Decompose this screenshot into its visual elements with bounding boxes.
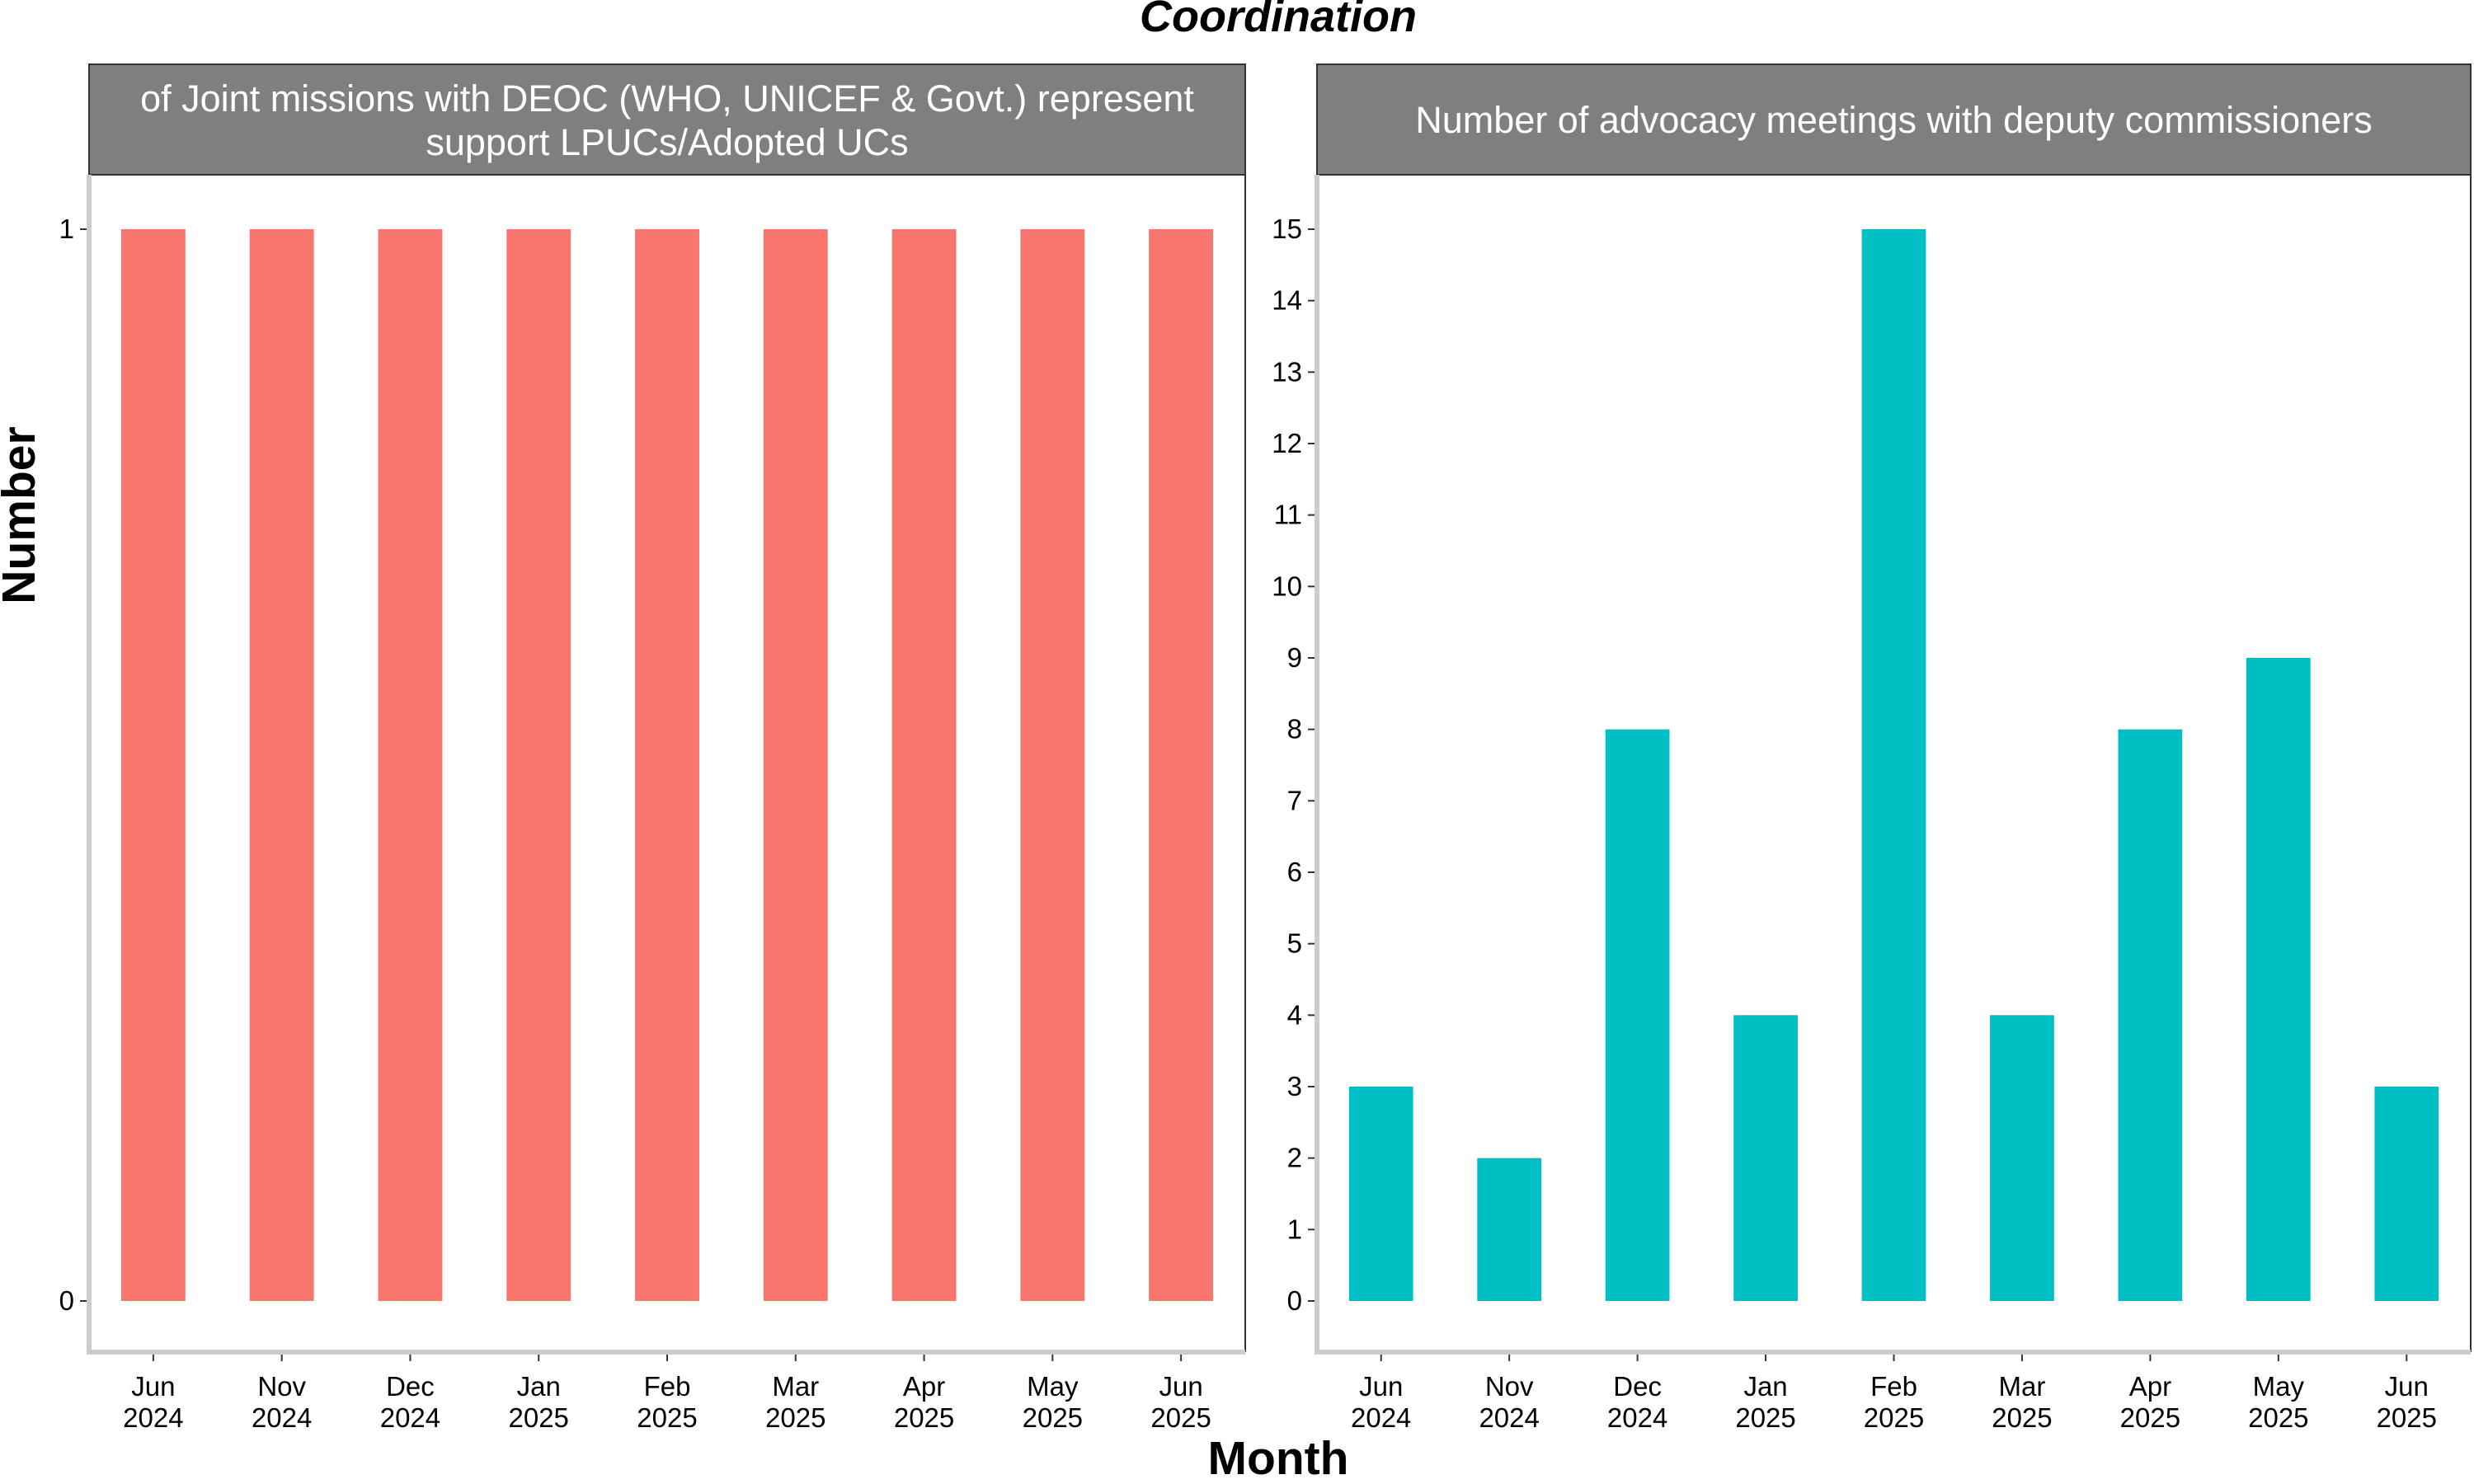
y-tick-label: 6 bbox=[1287, 857, 1302, 887]
x-tick-label: Mar 2025 bbox=[1992, 1371, 2052, 1433]
y-tick-label: 9 bbox=[1287, 642, 1302, 673]
y-tick-label: 14 bbox=[1272, 285, 1302, 316]
bar bbox=[1733, 1015, 1798, 1301]
bar bbox=[1477, 1158, 1542, 1301]
bar bbox=[763, 229, 828, 1301]
y-axis-title: Number bbox=[0, 426, 45, 603]
bar bbox=[120, 229, 186, 1301]
bar bbox=[2246, 658, 2311, 1301]
y-tick-label: 0 bbox=[59, 1285, 74, 1316]
x-tick-label: Jun 2025 bbox=[1150, 1371, 1211, 1433]
bar bbox=[635, 229, 699, 1301]
x-tick-label: Jun 2024 bbox=[1351, 1371, 1411, 1433]
x-tick-label: Jun 2025 bbox=[2377, 1371, 2437, 1433]
y-tick-label: 10 bbox=[1272, 571, 1302, 601]
y-tick-label: 5 bbox=[1287, 928, 1302, 959]
chart-title: Coordination bbox=[1140, 0, 1417, 41]
x-axis-title: Month bbox=[1208, 1432, 1349, 1484]
x-tick-label: Apr 2025 bbox=[2120, 1371, 2180, 1433]
y-tick-label: 0 bbox=[1287, 1285, 1302, 1316]
facet-title-line: of Joint missions with DEOC (WHO, UNICEF… bbox=[140, 77, 1194, 120]
chart-panels: of Joint missions with DEOC (WHO, UNICEF… bbox=[59, 63, 2472, 1433]
facet-strip bbox=[1316, 63, 2472, 176]
x-tick-label: Nov 2024 bbox=[1479, 1371, 1539, 1433]
facet-title-line: Number of advocacy meetings with deputy … bbox=[1415, 99, 2373, 141]
panel-1: of Joint missions with DEOC (WHO, UNICEF… bbox=[59, 63, 1246, 1433]
x-tick-label: Dec 2024 bbox=[380, 1371, 440, 1433]
bar bbox=[1861, 229, 1926, 1301]
x-tick-label: Jan 2025 bbox=[509, 1371, 569, 1433]
x-tick-label: Jan 2025 bbox=[1735, 1371, 1795, 1433]
x-tick-label: Mar 2025 bbox=[765, 1371, 825, 1433]
y-tick-label: 3 bbox=[1287, 1071, 1302, 1101]
x-tick-label: Feb 2025 bbox=[1864, 1371, 1924, 1433]
y-tick-label: 8 bbox=[1287, 714, 1302, 744]
x-tick-label: May 2025 bbox=[2248, 1371, 2308, 1433]
bar bbox=[1348, 1087, 1413, 1301]
y-tick-label: 1 bbox=[59, 214, 74, 244]
y-tick-label: 12 bbox=[1272, 428, 1302, 458]
y-tick-label: 2 bbox=[1287, 1143, 1302, 1173]
facet-strip bbox=[88, 63, 1246, 176]
x-tick-label: May 2025 bbox=[1023, 1371, 1083, 1433]
bar bbox=[1020, 229, 1085, 1301]
panel-2: Number of advocacy meetings with deputy … bbox=[1272, 63, 2472, 1433]
y-tick-label: 13 bbox=[1272, 356, 1302, 387]
bar bbox=[1990, 1015, 2054, 1301]
x-tick-label: Feb 2025 bbox=[637, 1371, 697, 1433]
x-tick-label: Jun 2024 bbox=[123, 1371, 183, 1433]
bar bbox=[2374, 1087, 2439, 1301]
y-tick-label: 15 bbox=[1272, 214, 1302, 244]
x-tick-label: Nov 2024 bbox=[252, 1371, 312, 1433]
y-tick-label: 4 bbox=[1287, 999, 1302, 1030]
x-tick-label: Apr 2025 bbox=[894, 1371, 954, 1433]
bar bbox=[378, 229, 443, 1301]
y-tick-label: 7 bbox=[1287, 785, 1302, 815]
y-tick-label: 11 bbox=[1274, 500, 1302, 530]
bar bbox=[506, 229, 571, 1301]
facet-title-line: support LPUCs/Adopted UCs bbox=[426, 121, 908, 163]
x-tick-label: Dec 2024 bbox=[1607, 1371, 1667, 1433]
bar bbox=[2118, 729, 2183, 1301]
bar bbox=[1149, 229, 1214, 1301]
bar bbox=[1605, 729, 1670, 1301]
bar bbox=[249, 229, 314, 1301]
y-tick-label: 1 bbox=[1287, 1214, 1302, 1244]
bar bbox=[891, 229, 957, 1301]
